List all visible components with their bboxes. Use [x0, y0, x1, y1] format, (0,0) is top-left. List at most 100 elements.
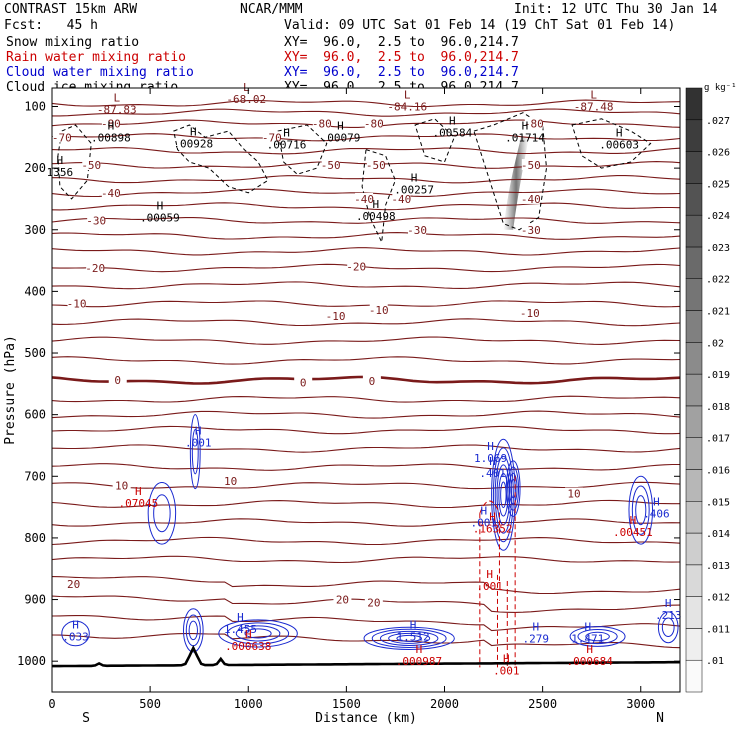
temperature-contour — [52, 133, 680, 142]
rain-high-marker: H — [135, 485, 142, 498]
y-tick-label: 600 — [24, 408, 46, 422]
colorbar-tick-label: .015 — [706, 497, 730, 508]
rain-high-value: .07045 — [118, 497, 158, 510]
cloud-water-contour — [235, 625, 281, 642]
end-label-south: S — [82, 711, 90, 726]
temp-label-bg — [326, 310, 345, 322]
temp-label-bg — [369, 303, 388, 315]
temp-label-bg — [364, 117, 383, 129]
low-value: -87.48 — [574, 100, 614, 113]
y-tick-label: 500 — [24, 346, 46, 360]
temperature-contour — [52, 232, 680, 240]
cloud-water-contour — [507, 466, 520, 511]
temperature-contour — [52, 615, 680, 632]
temp-label-bg — [262, 131, 281, 143]
cloud-water-high-marker: H — [532, 620, 539, 633]
temp-label-bg — [565, 487, 584, 499]
temp-label-bg — [521, 223, 540, 235]
temp-label-bg — [82, 159, 101, 171]
rain-high-marker: H — [586, 643, 593, 656]
cloud-water-contour — [492, 447, 514, 543]
temperature-label: -20 — [85, 262, 105, 275]
temperature-label: -40 — [521, 193, 541, 206]
field-label-snow: Snow mixing ratio — [6, 35, 140, 50]
cloud-ice-high-marker: H — [283, 127, 290, 140]
cloud-ice-high-marker: H — [337, 119, 344, 132]
cloud-water-high-marker: H — [480, 505, 487, 518]
rain-high-marker: H — [630, 514, 637, 527]
temperature-label: -30 — [521, 224, 541, 237]
y-axis-label: Pressure (hPa) — [3, 335, 18, 445]
cloud-ice-high-value: 1356 — [47, 166, 74, 179]
cloud-ice-contour — [173, 124, 269, 194]
temp-label-bg — [321, 159, 340, 171]
cloud-ice-high-value: .00079 — [321, 131, 361, 144]
colorbar-swatch — [685, 214, 703, 248]
temperature-contour — [52, 536, 680, 546]
cloud-water-high-marker: H — [665, 597, 672, 610]
temp-label-bg — [221, 475, 240, 487]
x-tick-label: 2500 — [528, 697, 557, 711]
y-tick-label: 100 — [24, 99, 46, 113]
cloud-ice-high-value: .00603 — [599, 139, 639, 152]
cloud-water-high-value: 1.455 — [224, 623, 257, 636]
temperature-label: -50 — [321, 159, 341, 172]
colorbar-swatch — [685, 596, 703, 629]
rain-high-marker: H — [503, 652, 510, 665]
rain-high-marker: H — [245, 628, 252, 641]
temp-label-bg — [108, 374, 127, 386]
temperature-label: -40 — [101, 187, 121, 200]
temperature-label: -50 — [521, 159, 541, 172]
colorbar-swatch — [685, 501, 703, 534]
rain-high-value: .000987 — [396, 655, 442, 668]
temperature-label: -20 — [346, 261, 366, 274]
cloud-water-contour — [585, 631, 610, 642]
cloud-ice-high-marker: H — [157, 199, 164, 212]
temperature-label: -10 — [520, 307, 540, 320]
temp-label-bg — [86, 261, 105, 273]
colorbar-tick-label: .024 — [706, 211, 730, 222]
low-marker: L — [113, 92, 120, 105]
colorbar-tick-label: .027 — [706, 116, 730, 127]
temp-label-bg — [67, 297, 86, 309]
temperature-contour — [52, 217, 680, 224]
colorbar-tick-label: .014 — [706, 529, 730, 540]
colorbar-tick-label: .02 — [706, 338, 724, 349]
temp-label-bg — [364, 596, 383, 608]
colorbar-swatch — [685, 246, 703, 279]
temperature-label: 10 — [567, 488, 580, 501]
temp-label-bg — [347, 260, 366, 272]
temperature-label: 20 — [67, 578, 80, 591]
y-tick-label: 400 — [24, 284, 46, 298]
cloud-water-contour — [371, 628, 447, 648]
temperature-label: -30 — [407, 224, 427, 237]
cloud-ice-high-marker: H — [108, 119, 115, 132]
cloud-ice-contour — [571, 118, 652, 169]
cloud-water-high-value: .401 — [479, 467, 506, 480]
temperature-contour — [52, 518, 680, 527]
low-value: -87.83 — [97, 104, 137, 117]
temperature-contour — [52, 555, 680, 564]
colorbar-swatch — [685, 183, 703, 216]
cloud-water-high-marker: H — [584, 620, 591, 633]
colorbar-tick-label: .016 — [706, 465, 730, 476]
cloud-water-contour — [191, 428, 199, 475]
field-label-rain: Rain water mixing ratio — [6, 50, 187, 65]
cloud-ice-contour — [473, 112, 548, 231]
temperature-label: -50 — [366, 159, 386, 172]
temp-label-bg — [362, 374, 381, 386]
temperature-label: -10 — [369, 304, 389, 317]
temperature-contour — [52, 356, 680, 365]
colorbar-swatch — [685, 119, 703, 152]
low-value: -68.02 — [226, 93, 266, 106]
cloud-water-contour — [218, 619, 298, 648]
colorbar-swatch — [685, 151, 703, 184]
temperature-contour — [52, 247, 680, 256]
temperature-label: 20 — [336, 594, 349, 607]
temperature-label: -10 — [67, 298, 87, 311]
rain-contour — [479, 500, 500, 582]
temperature-label: -80 — [364, 118, 384, 131]
cloud-water-high-value: .001 — [185, 436, 212, 449]
colorbar-tick-label: .022 — [706, 275, 730, 286]
temperature-label: 0 — [369, 375, 376, 388]
